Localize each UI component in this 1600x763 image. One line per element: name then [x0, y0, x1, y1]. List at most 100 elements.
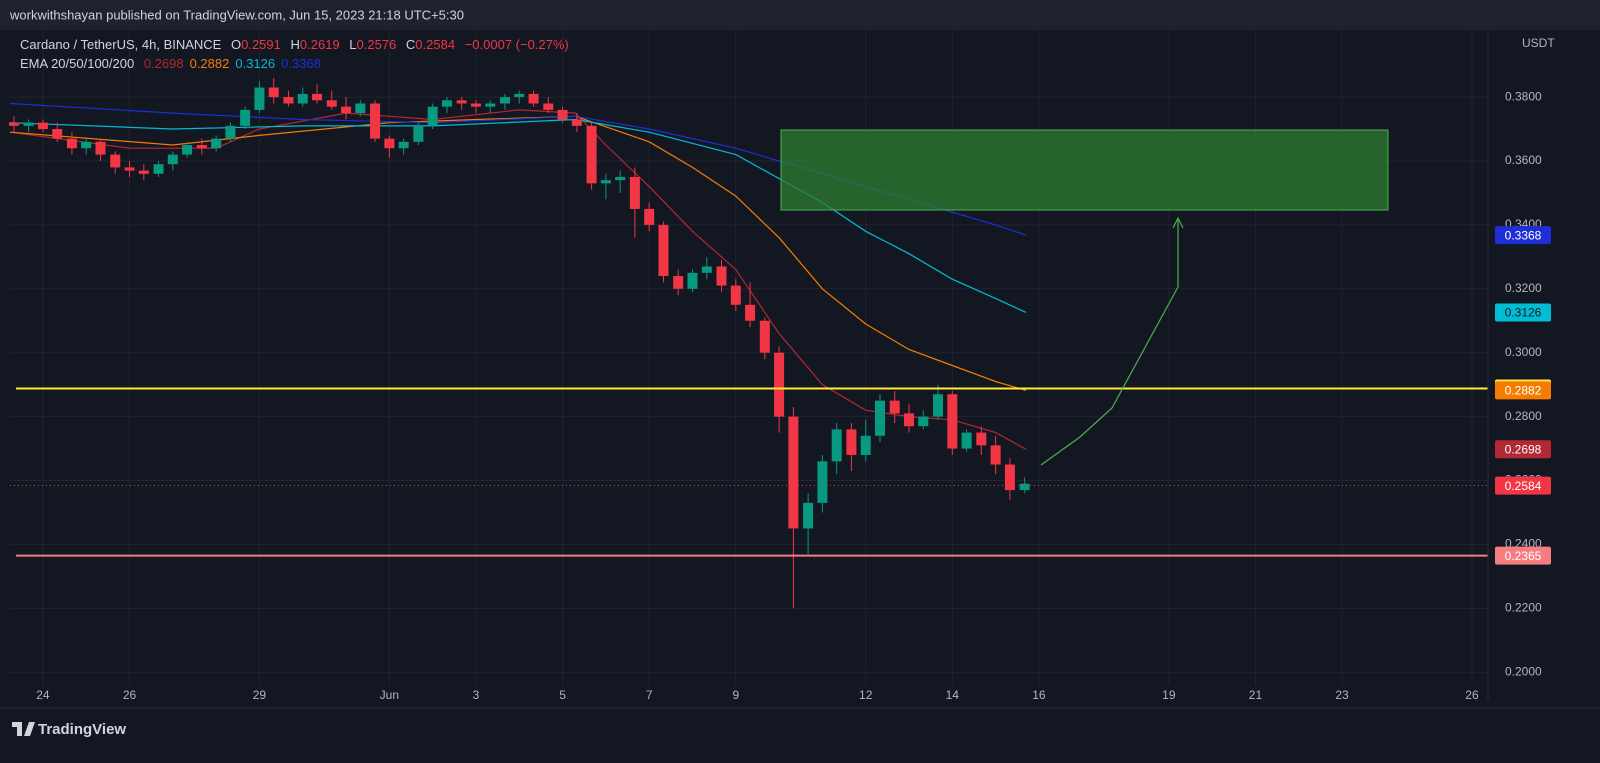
candle-body [976, 432, 987, 446]
candle-body [81, 141, 92, 149]
plot-area [8, 30, 1488, 685]
price-badge-label: 0.2698 [1505, 442, 1542, 456]
candle-body [196, 145, 207, 149]
currency: USDT [1522, 36, 1555, 50]
price-badge-label: 0.2584 [1505, 479, 1542, 493]
candle-body [874, 400, 885, 436]
candle-body [341, 106, 352, 114]
y-tick-label: 0.3000 [1505, 345, 1542, 359]
y-tick-label: 0.3600 [1505, 153, 1542, 167]
x-tick-label: 7 [646, 688, 653, 702]
price-badge [1495, 303, 1551, 322]
candle-body [225, 125, 236, 139]
x-tick-label: 5 [559, 688, 566, 702]
candle-body [23, 122, 34, 126]
header-bar [0, 0, 1600, 30]
candle-body [543, 103, 554, 110]
y-tick-label: 0.3200 [1505, 281, 1542, 295]
price-badge [1495, 476, 1551, 495]
candle-body [240, 109, 251, 126]
candle-body [138, 170, 149, 174]
candle-body [182, 145, 193, 155]
candle-body [918, 416, 929, 427]
projection-arrow [1040, 216, 1184, 466]
candle-body [499, 97, 510, 104]
ema-line [9, 115, 1027, 391]
axis-layer: 0.20000.22000.24000.26000.28000.30000.32… [36, 89, 1551, 702]
x-tick-label: 23 [1335, 688, 1349, 702]
candle-body [326, 100, 337, 107]
candle-body [528, 93, 539, 104]
c-value: 0.2584 [415, 37, 455, 52]
x-tick-label: 21 [1249, 688, 1263, 702]
symbol: Cardano / TetherUS, 4h, BINANCE [20, 37, 222, 52]
candle-body [312, 93, 323, 101]
candle-body [846, 429, 857, 455]
price-badge-label: 0.2882 [1505, 384, 1542, 398]
x-tick-label: 12 [859, 688, 873, 702]
footer-brand: TradingView [38, 721, 126, 738]
candle-body [153, 164, 164, 174]
candle-body [990, 445, 1001, 465]
candle-body [297, 93, 308, 104]
candle-body [355, 103, 366, 114]
candle-body [124, 167, 135, 171]
o-value: 0.2591 [241, 37, 281, 52]
candle-body [441, 100, 452, 107]
candle-body [557, 109, 568, 120]
y-tick-label: 0.2200 [1505, 600, 1542, 614]
change: −0.0007 (−0.27%) [465, 37, 569, 52]
candle-body [615, 176, 626, 181]
candle-body [817, 461, 828, 503]
ema-value: 0.3126 [235, 56, 275, 71]
y-tick-label: 0.3800 [1505, 89, 1542, 103]
candle-body [413, 125, 424, 142]
x-tick-label: 26 [1465, 688, 1479, 702]
candle-body [110, 154, 121, 168]
ema-line [9, 118, 1027, 313]
ema-value: 0.2882 [190, 56, 230, 71]
c-label: C [406, 37, 415, 52]
candle-body [254, 87, 265, 110]
candle-body [831, 429, 842, 462]
candle-body [947, 394, 958, 449]
price-badge-label: 0.2365 [1505, 549, 1542, 563]
x-tick-label: 24 [36, 688, 50, 702]
candle-body [470, 103, 481, 107]
candle-body [730, 285, 741, 305]
h-value: 0.2619 [300, 37, 340, 52]
price-badge [1495, 440, 1551, 459]
ohlc-legend: Cardano / TetherUS, 4h, BINANCE O0.2591 … [20, 37, 569, 52]
price-badge-label: 0.3368 [1505, 228, 1542, 242]
candle-body [586, 125, 597, 184]
candle-body [701, 266, 712, 273]
candle-body [889, 400, 900, 414]
candle-body [774, 352, 785, 417]
x-tick-label: 3 [473, 688, 480, 702]
candle-body [211, 138, 222, 149]
price-badge [1495, 546, 1551, 565]
candle-body [456, 100, 467, 104]
candle-body [716, 266, 727, 286]
candle-body [788, 416, 799, 529]
candle-body [283, 97, 294, 104]
candle-body [1004, 464, 1015, 491]
candle-body [933, 394, 944, 417]
candle-body [860, 435, 871, 455]
h-label: H [291, 37, 300, 52]
candle-body [485, 103, 496, 107]
x-tick-label: 19 [1162, 688, 1176, 702]
candle-body [514, 93, 525, 98]
candle-body [37, 122, 48, 130]
x-tick-label: 26 [123, 688, 137, 702]
header-text: workwithshayan published on TradingView.… [9, 7, 464, 22]
l-label: L [349, 37, 356, 52]
candle-body [52, 129, 63, 139]
tv-logo [12, 722, 35, 736]
candle-body [571, 119, 582, 126]
candle-body [673, 276, 684, 289]
candle-body [268, 87, 279, 98]
candle-body [167, 154, 178, 165]
